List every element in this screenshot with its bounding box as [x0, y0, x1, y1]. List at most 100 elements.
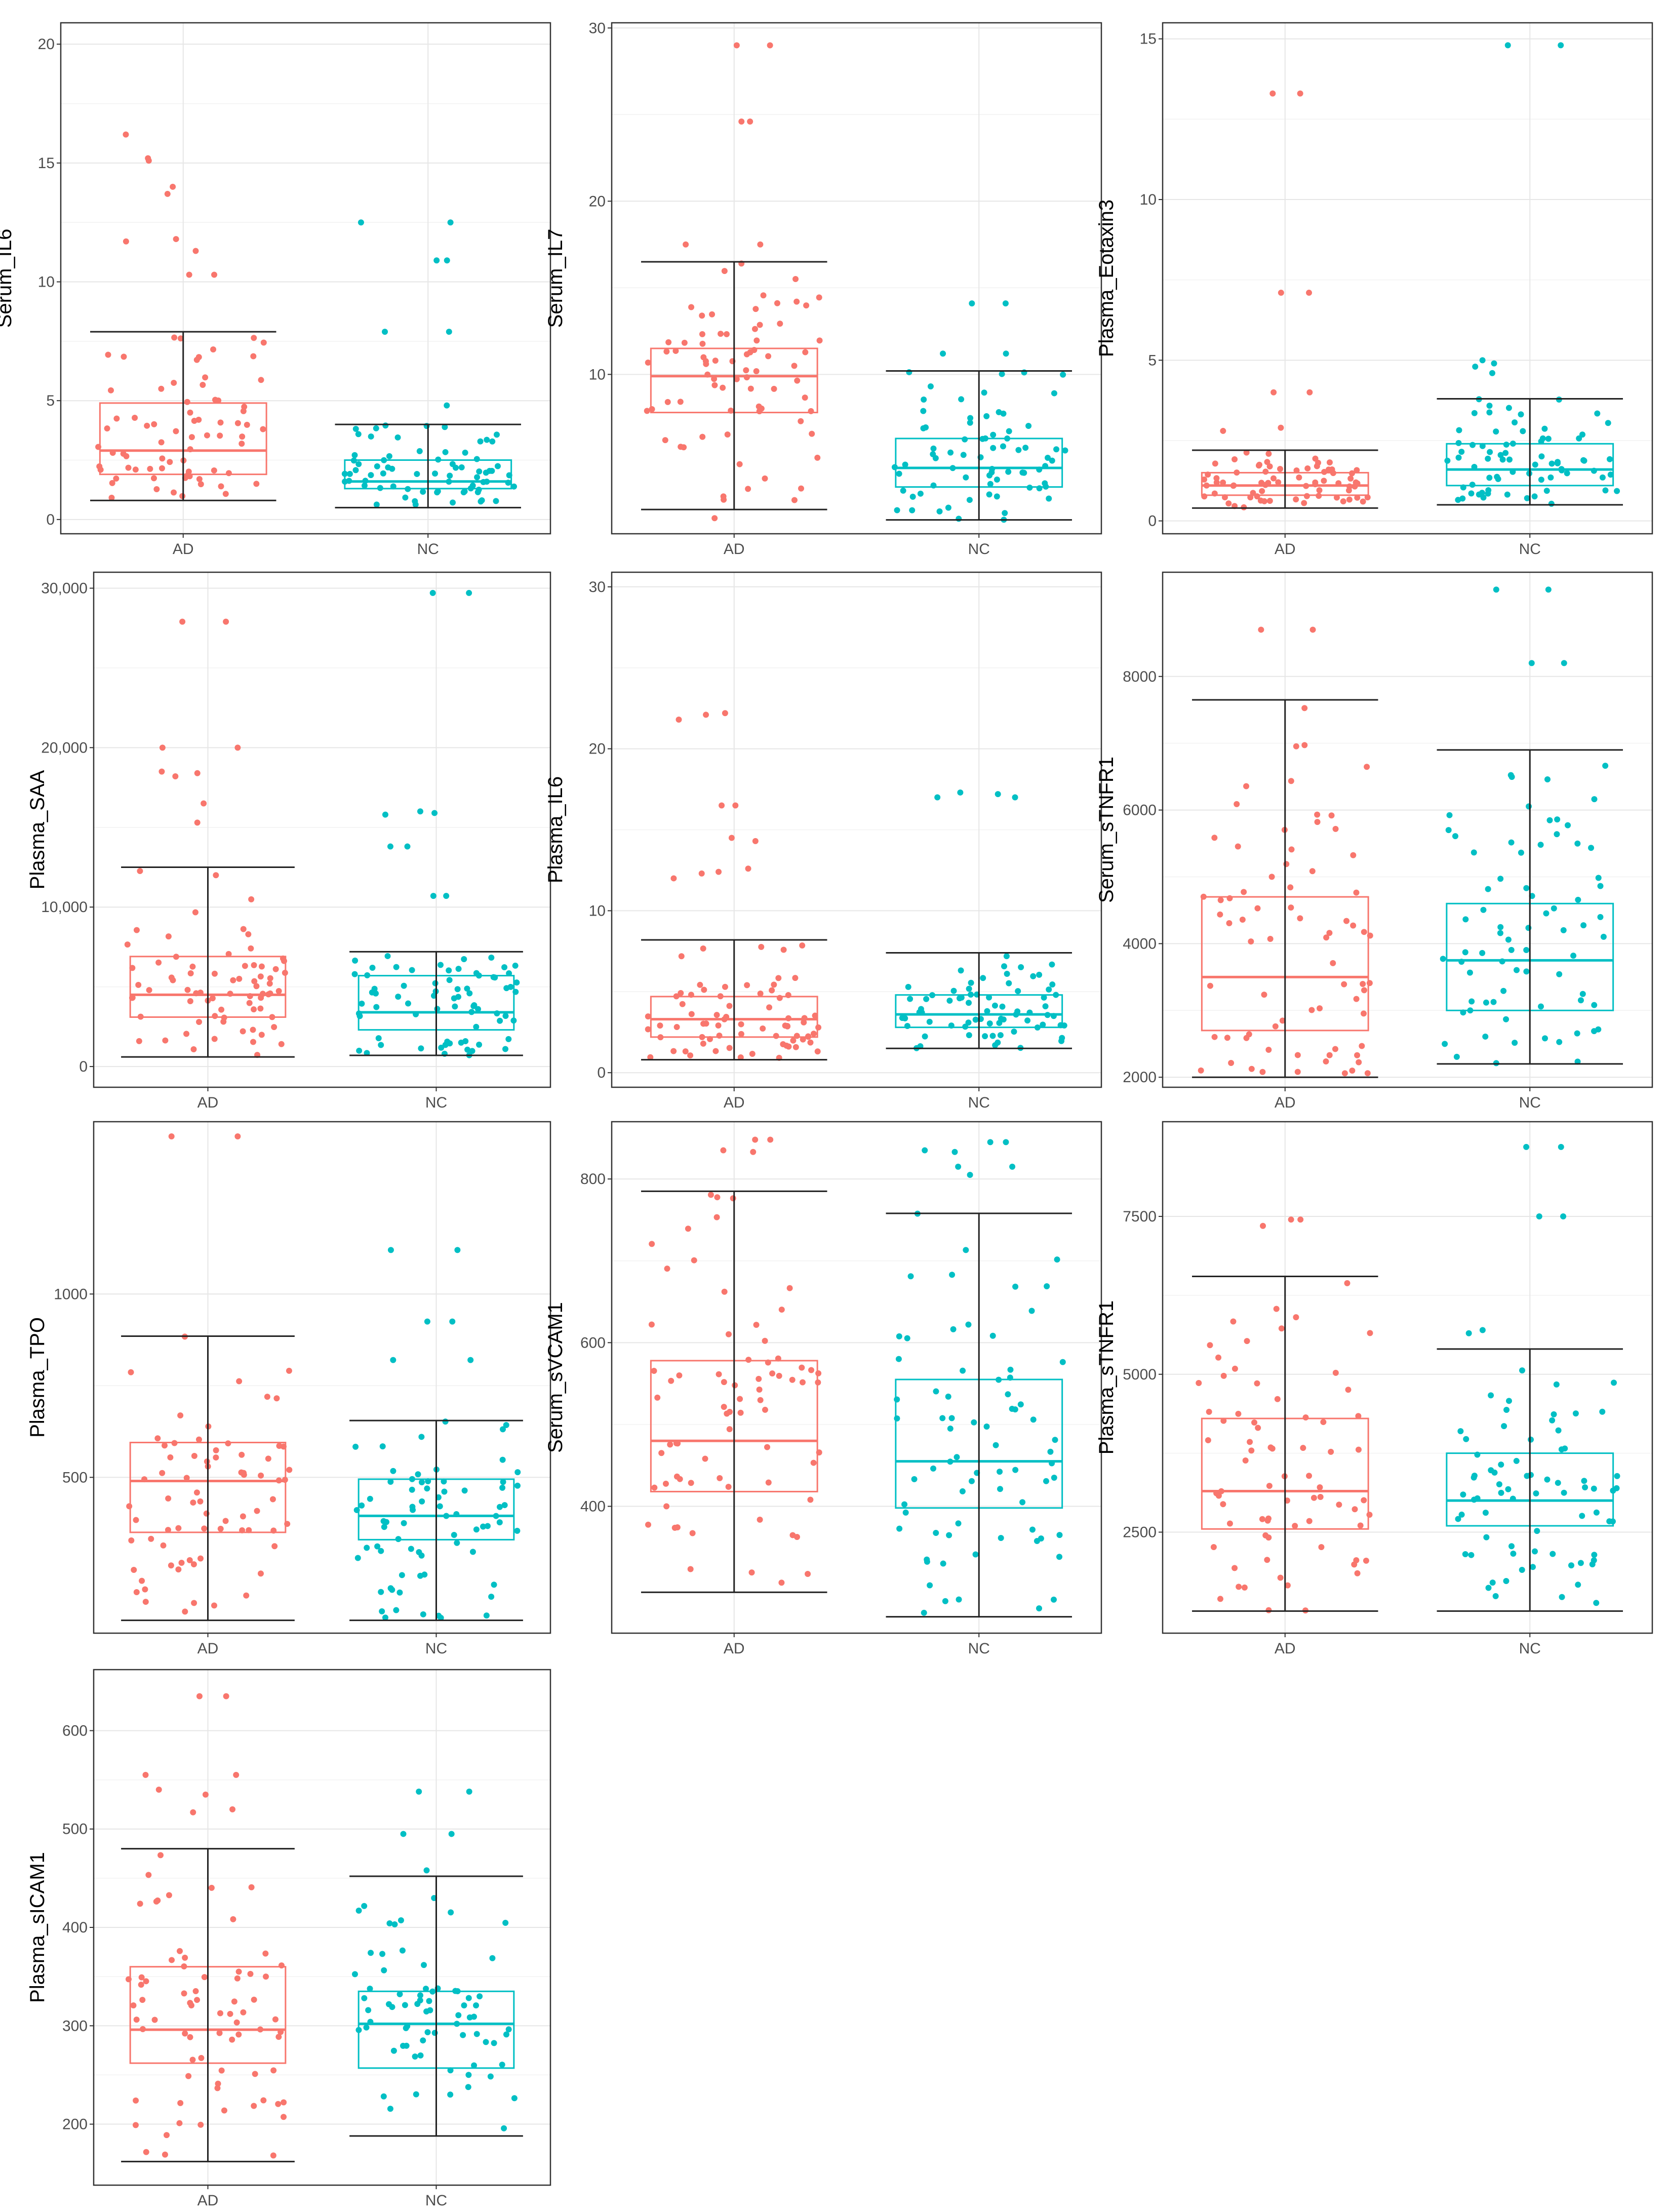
data-point-ad — [815, 1370, 822, 1376]
data-point-ad — [664, 1266, 670, 1272]
data-point-nc — [986, 1020, 993, 1026]
outlier-point-nc — [1479, 357, 1486, 364]
data-point-nc — [1523, 947, 1530, 954]
data-point-ad — [97, 466, 104, 473]
data-point-nc — [418, 1045, 424, 1052]
data-point-nc — [443, 1513, 450, 1519]
data-point-ad — [662, 1480, 669, 1487]
data-point-nc — [352, 957, 359, 964]
data-point-ad — [1259, 488, 1265, 494]
data-point-ad — [211, 970, 218, 977]
data-point-ad — [189, 963, 196, 970]
data-point-nc — [990, 431, 997, 438]
data-point-nc — [514, 1482, 521, 1489]
data-point-nc — [511, 2095, 518, 2102]
data-point-ad — [95, 444, 102, 450]
data-point-ad — [792, 975, 799, 981]
data-point-ad — [214, 2085, 221, 2091]
data-point-nc — [352, 425, 359, 432]
outlier-point-nc — [934, 794, 941, 801]
data-point-ad — [166, 1892, 172, 1899]
data-point-ad — [799, 942, 806, 949]
data-point-ad — [1247, 1439, 1253, 1445]
data-point-ad — [712, 1048, 719, 1054]
outlier-point-ad — [1306, 290, 1313, 296]
data-point-ad — [242, 963, 248, 969]
data-point-ad — [745, 486, 751, 492]
data-point-nc — [480, 479, 487, 485]
data-point-ad — [1354, 494, 1361, 501]
data-point-ad — [251, 1996, 257, 2003]
data-point-nc — [473, 1023, 480, 1030]
data-point-ad — [1310, 1494, 1317, 1501]
data-point-ad — [685, 1226, 691, 1232]
data-point-nc — [476, 1993, 483, 2000]
data-point-nc — [483, 469, 489, 476]
data-point-ad — [645, 359, 651, 366]
data-point-ad — [245, 931, 252, 937]
data-point-nc — [1005, 1391, 1011, 1398]
data-point-nc — [1507, 772, 1514, 778]
data-point-ad — [1293, 496, 1299, 503]
data-point-nc — [994, 493, 1000, 500]
data-point-nc — [1483, 999, 1489, 1006]
data-point-ad — [1361, 987, 1367, 994]
data-point-ad — [132, 2122, 139, 2128]
data-point-nc — [1019, 1499, 1026, 1506]
data-point-ad — [786, 1285, 793, 1291]
data-point-ad — [678, 990, 684, 996]
data-point-nc — [939, 1415, 946, 1421]
data-point-nc — [412, 2053, 418, 2060]
data-point-ad — [744, 982, 750, 989]
data-point-ad — [154, 1897, 161, 1904]
data-point-ad — [250, 1039, 256, 1045]
data-point-nc — [1591, 1557, 1597, 1564]
data-point-ad — [769, 987, 775, 994]
data-point-ad — [1239, 916, 1246, 923]
outlier-point-nc — [1489, 370, 1495, 376]
data-point-nc — [932, 455, 939, 461]
data-point-ad — [254, 1508, 260, 1514]
outlier-point-nc — [1561, 660, 1567, 666]
data-point-ad — [187, 409, 193, 416]
data-point-ad — [133, 2017, 140, 2023]
data-point-ad — [151, 421, 157, 427]
data-point-nc — [497, 1017, 503, 1024]
outlier-point-nc — [969, 300, 975, 307]
data-point-nc — [501, 2125, 507, 2131]
data-point-nc — [379, 1608, 385, 1614]
data-point-ad — [670, 1048, 677, 1054]
data-point-nc — [374, 1543, 381, 1550]
data-point-ad — [1232, 456, 1238, 463]
data-point-nc — [1050, 1596, 1057, 1603]
data-point-nc — [1572, 1410, 1579, 1417]
data-point-nc — [395, 1536, 402, 1543]
data-point-nc — [1556, 971, 1563, 977]
data-point-ad — [810, 1031, 817, 1037]
data-point-ad — [736, 461, 743, 467]
data-point-nc — [966, 1032, 972, 1039]
data-point-nc — [936, 508, 943, 515]
data-point-nc — [1462, 916, 1469, 923]
x-tick-label-nc: NC — [968, 1640, 990, 1657]
outlier-point-ad — [234, 744, 241, 751]
outlier-point-ad — [698, 870, 705, 877]
data-point-nc — [378, 1042, 384, 1048]
data-point-ad — [265, 1455, 271, 1462]
y-tick-label: 10 — [38, 274, 55, 291]
data-point-nc — [1036, 466, 1043, 473]
data-point-ad — [753, 1322, 760, 1328]
data-point-nc — [945, 504, 951, 511]
data-point-ad — [1213, 479, 1220, 486]
data-point-ad — [1236, 1584, 1242, 1590]
data-point-ad — [792, 276, 799, 283]
data-point-nc — [496, 1504, 503, 1510]
data-point-ad — [815, 1379, 821, 1386]
data-point-ad — [159, 1470, 166, 1476]
data-point-nc — [1512, 419, 1518, 426]
outlier-point-nc — [1465, 1330, 1472, 1336]
data-point-nc — [471, 2062, 478, 2069]
data-point-nc — [405, 486, 411, 492]
data-point-nc — [1555, 1480, 1561, 1486]
data-point-nc — [1050, 1013, 1057, 1019]
